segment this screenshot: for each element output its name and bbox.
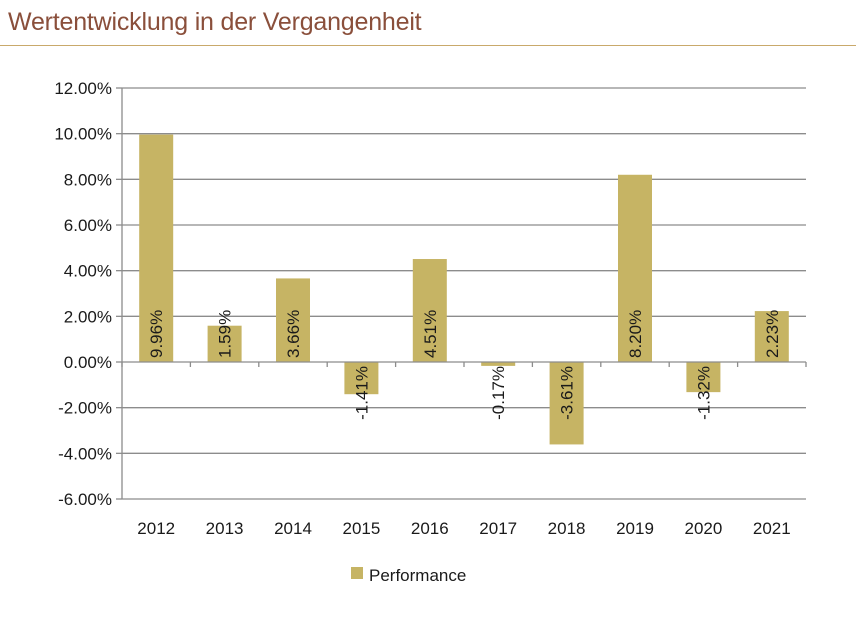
y-tick-label: 6.00% (64, 216, 112, 235)
y-tick-label: 0.00% (64, 353, 112, 372)
x-tick-label: 2016 (411, 519, 449, 538)
bar-2015 (344, 362, 379, 395)
y-tick-label: -2.00% (58, 399, 112, 418)
x-tick-label: 2019 (616, 519, 654, 538)
x-tick-label: 2020 (684, 519, 722, 538)
data-labels: 9.96% 1.59% 3.66% -1.41% 4.51% -0.17% -3.61% 8.… (147, 310, 782, 420)
y-tick-label: 12.00% (54, 79, 112, 98)
bar-2021 (754, 311, 789, 362)
data-label: -1.41% (352, 366, 371, 420)
bars (139, 134, 789, 445)
gridlines (116, 87, 806, 500)
data-label: 2.23% (763, 310, 782, 358)
axes (121, 88, 807, 499)
y-tick-label: 2.00% (64, 307, 112, 326)
x-tick-label: 2021 (753, 519, 791, 538)
y-tick-label: -4.00% (58, 444, 112, 463)
data-label: 4.51% (421, 310, 440, 358)
bar-2014 (276, 278, 310, 362)
legend: Performance (351, 566, 466, 585)
bar-2016 (412, 259, 447, 362)
x-tick-label: 2014 (274, 519, 312, 538)
y-tick-label: 10.00% (54, 125, 112, 144)
data-label: 1.59% (216, 310, 235, 358)
x-tick-label: 2012 (137, 519, 175, 538)
bar-2020 (686, 362, 721, 393)
page-title: Wertentwicklung in der Vergangenheit (8, 8, 422, 36)
y-tick-label: 8.00% (64, 170, 112, 189)
x-tick-label: 2018 (548, 519, 586, 538)
legend-label: Performance (369, 566, 466, 585)
bar-2018 (549, 362, 584, 445)
data-label: -0.17% (489, 366, 508, 420)
data-label: 8.20% (626, 310, 645, 358)
title-divider (0, 45, 856, 46)
y-tick-label: 4.00% (64, 262, 112, 281)
y-tick-label: -6.00% (58, 490, 112, 509)
x-tick-labels: 2012 2013 2014 2015 2016 2017 2018 2019 2020 2021 (137, 519, 790, 538)
bar-2012 (139, 134, 174, 362)
y-tick-labels: 12.00% 10.00% 8.00% 6.00% 4.00% 2.00% 0.00% -2.… (54, 79, 112, 509)
x-tick-label: 2013 (206, 519, 244, 538)
data-label: 3.66% (284, 310, 303, 358)
bar-2017 (481, 362, 516, 366)
x-tick-label: 2017 (479, 519, 517, 538)
data-label: -3.61% (558, 366, 577, 420)
bar-2013 (207, 325, 242, 362)
data-label: 9.96% (147, 310, 166, 358)
data-label: -1.32% (694, 366, 713, 420)
legend-swatch (351, 567, 363, 579)
bar-2019 (618, 174, 652, 362)
x-tick-label: 2015 (342, 519, 380, 538)
